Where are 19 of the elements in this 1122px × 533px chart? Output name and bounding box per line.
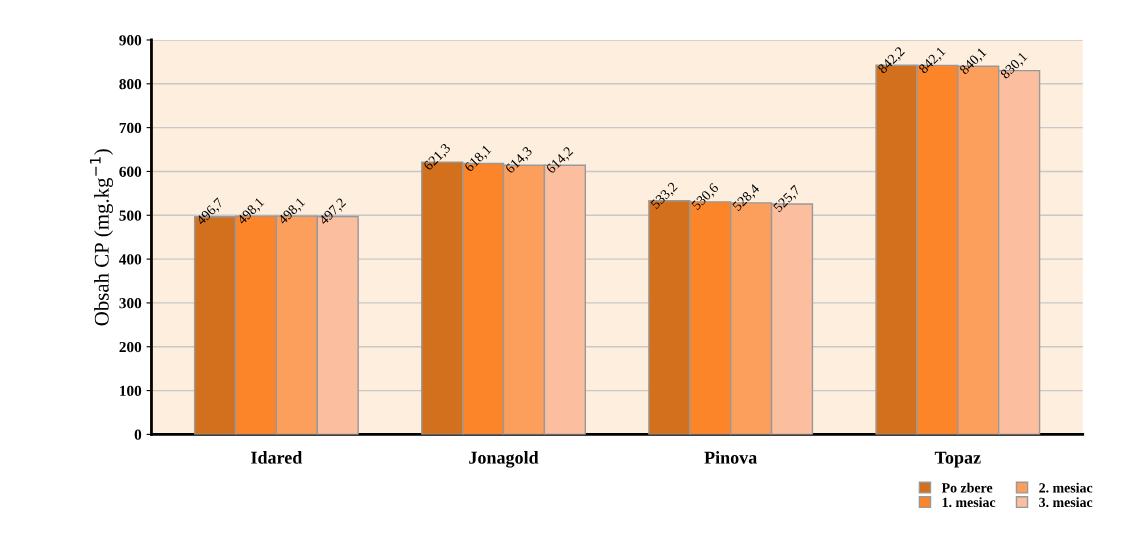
legend-label: 3. mesiac <box>1039 497 1093 508</box>
y-tick-label: 0 <box>134 429 142 440</box>
y-tick-label: 700 <box>119 122 142 134</box>
x-tick-label: Topaz <box>934 451 981 468</box>
legend-label: 1. mesiac <box>942 497 996 508</box>
y-axis-title: Obsah CP (mg.kg$^{−1}$) <box>89 149 114 326</box>
x-tick-label: Pinova <box>704 451 757 464</box>
y-tick-label: 300 <box>119 298 142 309</box>
y-tick-label: 400 <box>119 254 142 265</box>
y-tick-label: 200 <box>119 341 142 353</box>
y-tick-label: 100 <box>120 385 142 397</box>
legend-label: Po zbere <box>941 482 993 493</box>
y-tick-label: 900 <box>119 35 142 46</box>
y-tick-label: 500 <box>119 210 142 221</box>
y-tick-label: 600 <box>119 166 142 177</box>
x-tick-label: Idared <box>251 451 303 464</box>
legend-label: 2. mesiac <box>1039 482 1093 493</box>
x-tick-label: Jonagold <box>469 451 539 468</box>
y-tick-label: 800 <box>119 78 142 90</box>
